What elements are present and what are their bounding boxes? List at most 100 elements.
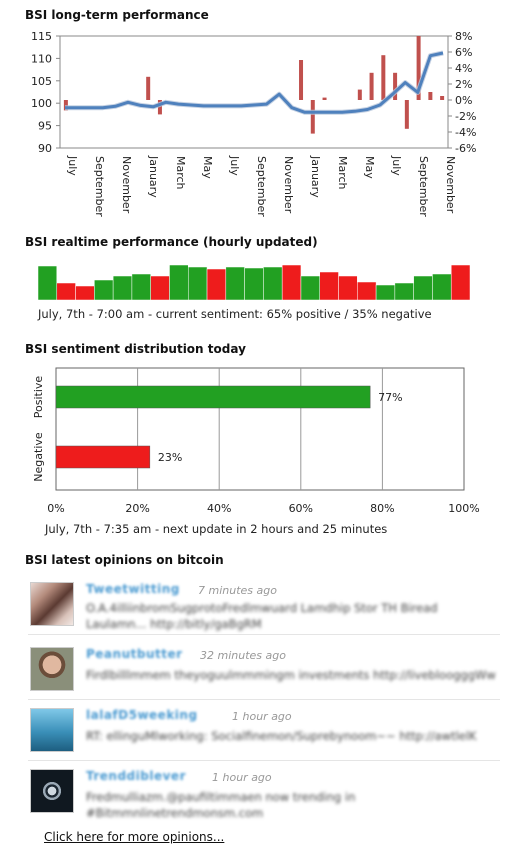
bar-mark <box>381 55 386 100</box>
y-right-tick-label: 6% <box>455 46 472 59</box>
x-tick-label: July <box>390 155 403 176</box>
realtime-bar <box>206 268 227 301</box>
realtime-bar <box>37 265 58 301</box>
y-right-tick-label: -4% <box>455 126 476 139</box>
opinion-text: O.A.4illiinbromSugprotoFredlmwuard Lamdh… <box>86 600 496 632</box>
realtime-chart <box>37 264 471 301</box>
plot-area <box>59 35 449 149</box>
category-label: Negative <box>32 432 45 482</box>
opinion-item[interactable]: Peanutbutter 32 minutes ago Firdlbilllmm… <box>28 641 500 700</box>
y-left-tick-label: 95 <box>38 120 52 133</box>
x-tick-label: May <box>363 156 376 179</box>
realtime-bar <box>263 266 283 301</box>
opinion-text: RT: ellinguMlworking: Socialfinemon/Supr… <box>86 728 496 744</box>
realtime-bar <box>75 285 95 301</box>
y-right-tick-label: 8% <box>455 30 472 43</box>
category-label: Positive <box>32 376 45 419</box>
avatar[interactable] <box>30 769 74 813</box>
y-left-tick-label: 105 <box>31 75 52 88</box>
opinion-text-line: Laulamn... http://bitly/gaBgRM <box>86 617 262 631</box>
realtime-bar <box>319 271 339 301</box>
realtime-bar <box>188 266 208 301</box>
bar-mark <box>393 72 398 100</box>
opinion-text: Firdlbilllmmem theyoguulmmmingm investme… <box>86 667 496 683</box>
realtime-bar <box>338 275 358 301</box>
bar-mark <box>310 100 315 134</box>
realtime-bar <box>375 284 396 301</box>
opinion-time: 1 hour ago <box>232 710 292 723</box>
more-opinions-link[interactable]: Click here for more opinions... <box>44 830 225 844</box>
opinion-item[interactable]: Trenddiblever 1 hour ago Fredmulliazm.@p… <box>28 763 500 821</box>
x-tick-label: May <box>201 156 214 179</box>
distribution-bar <box>55 445 151 469</box>
bar-mark <box>357 89 362 100</box>
x-tick-label: November <box>444 156 457 214</box>
realtime-bar <box>150 275 170 301</box>
bar-mark <box>322 97 327 100</box>
realtime-bar <box>300 275 320 301</box>
distribution-bar <box>55 385 371 409</box>
opinion-text-line: RT: ellinguMlworking: Socialfinemon/Supr… <box>86 729 477 743</box>
x-tick-label: July <box>228 155 241 176</box>
y-right-tick-label: 0% <box>455 94 472 107</box>
bar-value-label: 77% <box>378 391 402 404</box>
x-tick-label: July <box>66 155 79 176</box>
avatar[interactable] <box>30 582 74 626</box>
realtime-bar <box>169 264 189 301</box>
y-left-tick-label: 110 <box>31 52 52 65</box>
avatar[interactable] <box>30 647 74 691</box>
realtime-status: July, 7th - 7:00 am - current sentiment:… <box>38 307 432 321</box>
x-tick-label: March <box>336 156 349 190</box>
distribution-title: BSI sentiment distribution today <box>25 342 246 356</box>
realtime-bar <box>112 275 133 301</box>
opinion-text-line: Firdlbilllmmem theyoguulmmmingm investme… <box>86 668 496 682</box>
longterm-chart: 90 95 100 105 110 115 8% 6% 4% 2% 0% -2% -4% -6% July S… <box>31 30 476 217</box>
x-tick-label: January <box>309 155 322 198</box>
bar-value-label: 23% <box>158 451 182 464</box>
opinion-text: Fredmulliazm.@paufiltimmaen now trending… <box>86 789 496 821</box>
realtime-bar <box>94 279 114 301</box>
opinion-user[interactable]: Peanutbutter <box>86 647 183 661</box>
x-tick-label: September <box>93 156 106 217</box>
bar-mark <box>416 36 421 100</box>
x-tick-label: 60% <box>289 502 313 515</box>
realtime-bar <box>56 282 76 301</box>
distribution-chart: 0% 20% 40% 60% 80% 100% 77% Positive 23% Negative <box>32 367 480 515</box>
x-tick-label: November <box>282 156 295 214</box>
x-tick-label: November <box>120 156 133 214</box>
realtime-bar <box>413 275 433 301</box>
opinion-user[interactable]: lalafD5weeking <box>86 708 198 722</box>
avatar[interactable] <box>30 708 74 752</box>
opinion-time: 7 minutes ago <box>198 584 277 597</box>
opinion-item[interactable]: lalafD5weeking 1 hour ago RT: ellinguMlw… <box>28 702 500 761</box>
opinion-time: 1 hour ago <box>212 771 272 784</box>
realtime-bar <box>225 266 245 301</box>
bar-mark <box>157 100 162 115</box>
x-tick-label: January <box>147 155 160 198</box>
opinion-time: 32 minutes ago <box>200 649 286 662</box>
y-right-tick-label: -2% <box>455 110 476 123</box>
y-left-tick-label: 115 <box>31 30 52 43</box>
opinions-title: BSI latest opinions on bitcoin <box>25 553 224 567</box>
opinion-item[interactable]: Tweetwitting 7 minutes ago O.A.4illiinbr… <box>28 576 500 635</box>
realtime-bar <box>244 267 264 301</box>
y-left-tick-label: 90 <box>38 142 52 155</box>
y-right-tick-label: 2% <box>455 78 472 91</box>
distribution-status: July, 7th - 7:35 am - next update in 2 h… <box>45 522 388 536</box>
x-tick-label: 40% <box>207 502 231 515</box>
bar-mark <box>428 92 433 100</box>
x-tick-label: September <box>417 156 430 217</box>
bar-mark <box>369 72 374 100</box>
opinion-text-line: O.A.4illiinbromSugprotoFredlmwuard Lamdh… <box>86 601 438 615</box>
opinion-user[interactable]: Tweetwitting <box>86 582 180 596</box>
bar-mark <box>440 96 445 100</box>
opinion-text-line: Fredmulliazm.@paufiltimmaen now trending… <box>86 790 356 820</box>
realtime-bar <box>131 273 151 301</box>
opinion-user[interactable]: Trenddiblever <box>86 769 186 783</box>
x-tick-label: 0% <box>47 502 64 515</box>
bar-mark <box>404 100 409 129</box>
series-line <box>65 51 444 114</box>
realtime-bar <box>394 282 414 301</box>
longterm-title: BSI long-term performance <box>25 8 209 22</box>
y-left-tick-label: 100 <box>31 97 52 110</box>
